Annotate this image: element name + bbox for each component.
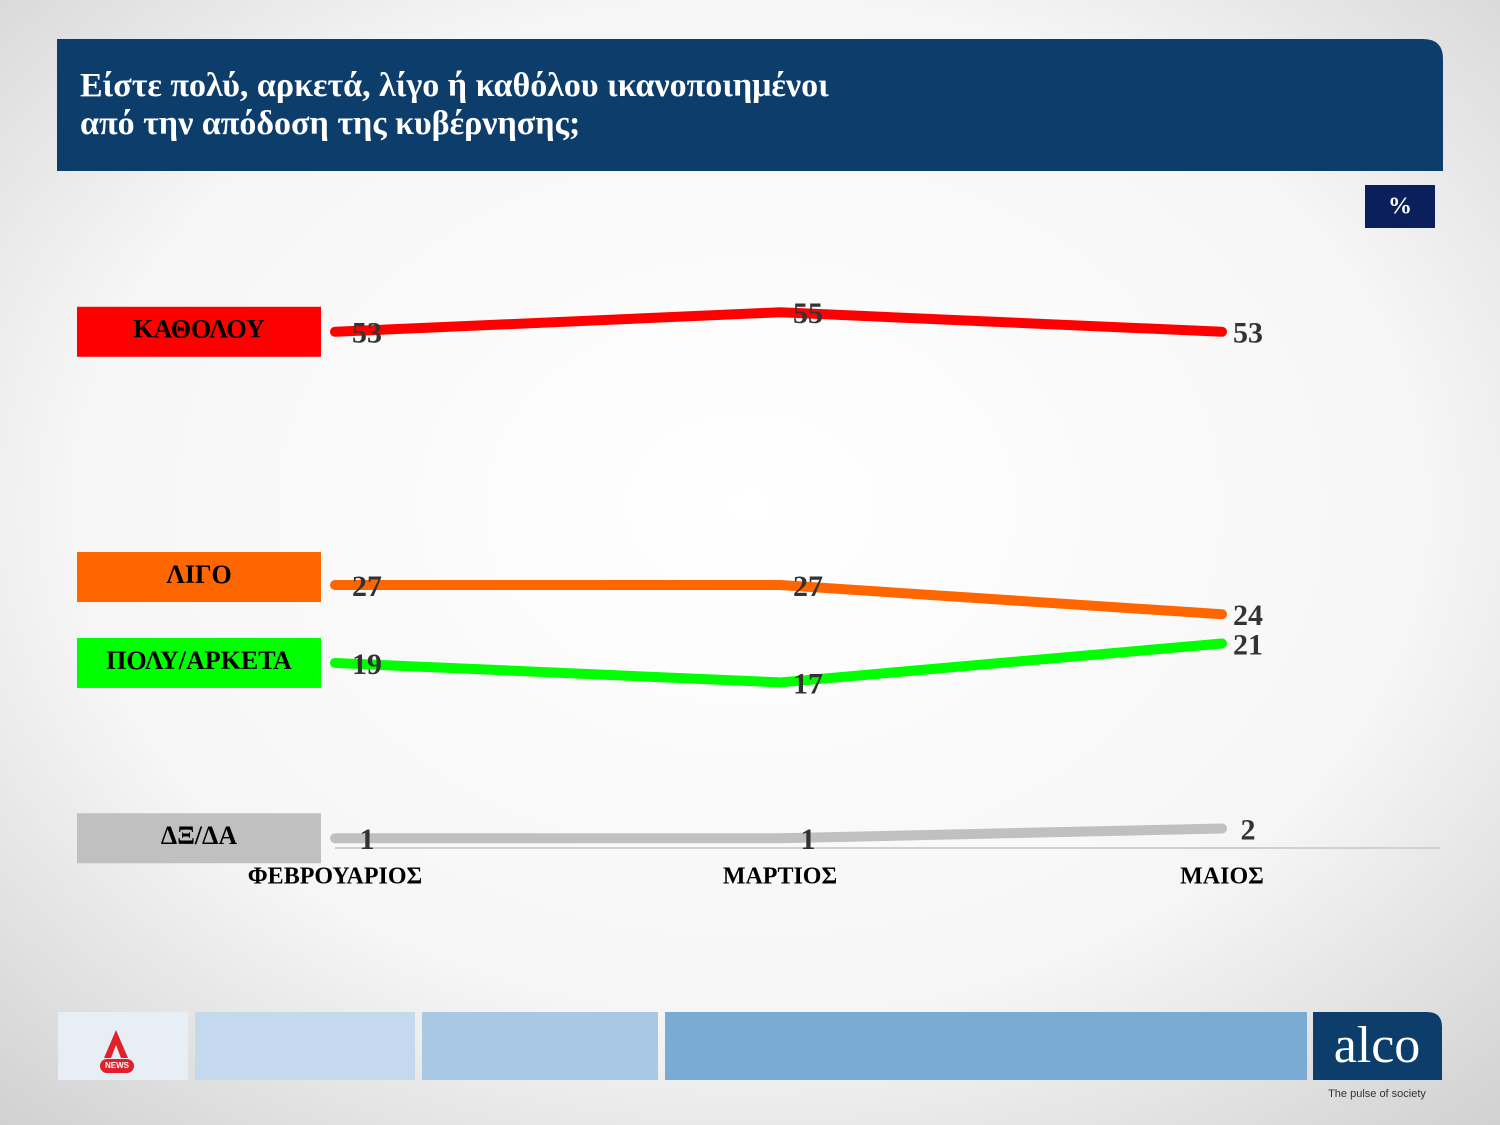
footer-band: [665, 1012, 1307, 1080]
data-label: 19: [352, 648, 382, 681]
legend-box: [77, 552, 321, 603]
data-label: 27: [352, 570, 382, 603]
data-label: 17: [793, 667, 823, 700]
x-tick-label: ΜΑΡΤΙΟΣ: [723, 864, 837, 890]
footer-band: [422, 1012, 658, 1080]
data-label: 21: [1233, 628, 1263, 661]
data-label: 1: [801, 823, 816, 856]
series-line: [330, 823, 1227, 844]
unit-label: %: [1388, 194, 1412, 220]
header-bar: [57, 39, 1443, 171]
legend-label: ΔΞ/ΔΑ: [161, 821, 237, 850]
series-line: [330, 580, 1227, 620]
data-label: 1: [360, 823, 375, 856]
unit-box: [1365, 185, 1435, 228]
data-label: 24: [1233, 599, 1263, 632]
data-label: 53: [1233, 317, 1263, 350]
legend-box: [77, 813, 321, 864]
chart-title: Είστε πολύ, αρκετά, λίγο ή καθόλου ικανο…: [80, 67, 829, 104]
series-line: [330, 307, 1227, 337]
legend-label: ΚΑΘΟΛΟΥ: [133, 315, 265, 344]
news-logo-text: NEWS: [105, 1061, 130, 1070]
x-tick-label: ΦΕΒΡΟΥΑΡΙΟΣ: [248, 864, 422, 890]
brand-box: [1313, 1012, 1442, 1080]
data-label: 53: [352, 317, 382, 350]
chart-title: από την απόδοση της κυβέρνησης;: [80, 105, 580, 142]
news-logo-badge: [100, 1059, 134, 1073]
news-logo-icon: [104, 1030, 128, 1058]
legend-label: ΛΙΓΟ: [166, 560, 232, 589]
legend-label: ΠΟΛΥ/ΑΡΚΕΤΑ: [106, 646, 292, 675]
brand-tagline: The pulse of society: [1328, 1088, 1426, 1100]
brand-name: alco: [1334, 1017, 1421, 1074]
data-label: 2: [1241, 813, 1256, 846]
x-tick-label: ΜΑΙΟΣ: [1180, 864, 1264, 890]
data-label: 55: [793, 297, 823, 330]
legend-box: [77, 637, 321, 688]
series-line: [330, 638, 1227, 688]
data-label: 27: [793, 570, 823, 603]
legend-box: [77, 306, 321, 357]
footer-band: [195, 1012, 415, 1080]
